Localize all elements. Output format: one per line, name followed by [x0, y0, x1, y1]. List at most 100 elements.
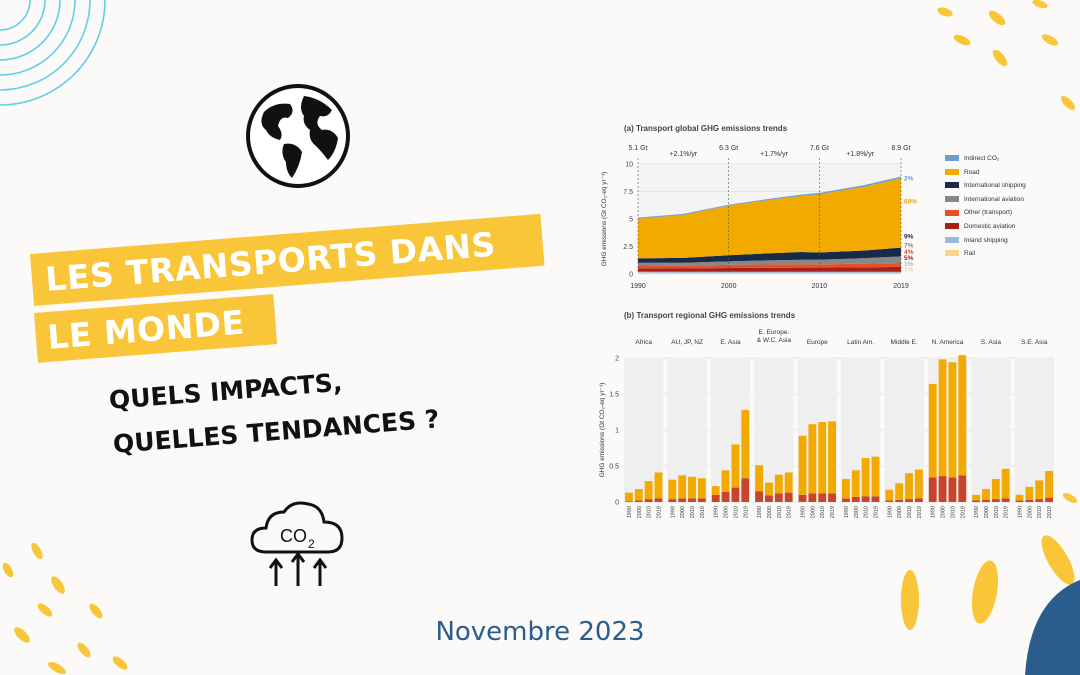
chart-b-bar-road — [885, 489, 894, 501]
chart-b-region-label: S. Asia — [981, 339, 1002, 346]
chart-b-bar-other — [644, 499, 653, 502]
chart-b-xtick: 2010 — [994, 506, 1000, 518]
chart-b-xtick: 2010 — [777, 506, 783, 518]
chart-b-region-label: E. Asia — [720, 339, 741, 346]
chart-a-ytick: 5 — [629, 217, 633, 224]
chart-b-bar-other — [654, 498, 663, 502]
chart-b-ylabel: GHG emissions (Gt CO₂-eq yr⁻¹) — [599, 383, 606, 478]
chart-b-bar-road — [1025, 486, 1034, 500]
chart-b-xtick: 1990 — [801, 506, 807, 518]
chart-a-total-label: 5.1 Gt — [628, 145, 647, 152]
chart-b-bar-other — [861, 496, 870, 502]
chart-a-ytick: 2.5 — [623, 244, 633, 251]
chart-b-bar-road — [828, 421, 836, 494]
chart-b-bar-other — [905, 499, 913, 502]
chart-a-growth-label: +2.1%/yr — [669, 151, 697, 158]
chart-b-bar-other — [625, 501, 633, 502]
chart-b-bar-road — [668, 479, 677, 500]
chart-a-share-label: 7% — [904, 242, 914, 249]
chart-b-region-label: AU, JP, NZ — [671, 339, 703, 346]
chart-b-bar-other — [871, 496, 880, 502]
chart-b-xtick: 1990 — [670, 506, 676, 518]
chart-b-xtick: 2000 — [810, 506, 816, 518]
chart-b-bar-other — [982, 499, 990, 502]
chart-a-share-label: 5% — [904, 255, 914, 262]
chart-b-bar-road — [1015, 494, 1024, 501]
chart-b-ytick: 1 — [615, 428, 619, 435]
chart-b-bar-road — [808, 424, 817, 494]
chart-b-bar-road — [1045, 471, 1053, 498]
chart-b-region-label: & W.C. Asia — [757, 337, 792, 344]
chart-b-bar-road — [905, 473, 913, 500]
legend-item: Road — [945, 169, 980, 176]
chart-b-region-label: N. America — [932, 339, 964, 346]
globe-icon — [246, 84, 350, 188]
co2-text: CO — [280, 526, 307, 546]
legend-swatch — [945, 182, 959, 189]
chart-a-total-label: 7.6 Gt — [810, 145, 829, 152]
chart-a-share-label: 9% — [904, 234, 914, 241]
chart-b-bar-other — [1035, 499, 1044, 502]
chart-b-bar-road — [958, 355, 967, 476]
legend-swatch — [945, 196, 959, 203]
chart-b-bar-other — [634, 500, 643, 502]
chart-b-xtick: 2010 — [907, 506, 913, 518]
legend-label: Domestic aviation — [964, 223, 1016, 230]
chart-b-bar-other — [688, 498, 696, 502]
chart-a-area-0 — [638, 272, 901, 274]
chart-b-bar-other — [678, 498, 687, 502]
legend-swatch — [945, 155, 959, 162]
chart-b-bar-other — [972, 500, 981, 502]
chart-a-share-label: 1% — [904, 261, 914, 268]
chart-b-region-label: Europe — [807, 339, 828, 346]
chart-b-bar-road — [721, 470, 730, 492]
chart-b-xtick: 2010 — [820, 506, 826, 518]
chart-b-xtick: 2000 — [637, 506, 643, 518]
legend-item: International shipping — [945, 182, 1026, 189]
chart-b-bar-road — [982, 489, 990, 500]
chart-b-bar-other — [948, 477, 957, 502]
chart-b-bar-other — [741, 478, 750, 502]
chart-b-bar-road — [1001, 468, 1010, 499]
chart-b-xtick: 2019 — [1047, 506, 1053, 518]
chart-b-bar-road — [798, 435, 807, 495]
chart-a-share-label: 2% — [904, 175, 914, 182]
chart-a-xtick: 2019 — [893, 283, 909, 290]
chart-a-area-1 — [638, 271, 901, 273]
chart-b-bar-road — [818, 422, 827, 494]
date-label: Novembre 2023 — [435, 617, 645, 647]
chart-b-xtick: 2019 — [1004, 506, 1010, 518]
legend-label: Indirect CO₂ — [964, 155, 1000, 162]
chart-b-xtick: 2019 — [743, 506, 749, 518]
chart-a-ytick: 0 — [629, 272, 633, 279]
chart-b-bar-road — [784, 472, 793, 493]
chart-b-bar-road — [741, 409, 750, 479]
chart-b-xtick: 1990 — [931, 506, 937, 518]
chart-b-bar-road — [895, 483, 904, 500]
chart-b-xtick: 2019 — [917, 506, 923, 518]
chart-b-bar-road — [634, 489, 643, 501]
chart-b-bar-road — [861, 458, 870, 497]
chart-b-bar-other — [784, 492, 793, 502]
chart-b-bar-road — [731, 444, 740, 488]
chart-a-growth-label: +1.8%/yr — [846, 151, 874, 158]
legend-swatch — [945, 250, 959, 257]
chart-b-region-label: Middle E. — [891, 339, 918, 346]
chart-b-bar-other — [938, 476, 947, 502]
chart-b-xtick: 2000 — [984, 506, 990, 518]
chart-b-xtick: 2019 — [656, 506, 662, 518]
chart-b-xtick: 2000 — [1027, 506, 1033, 518]
chart-b-region-label: S.E. Asia — [1021, 339, 1048, 346]
legend-item: Rail — [945, 250, 975, 257]
chart-a-xtick: 2010 — [812, 283, 828, 290]
legend-label: International shipping — [964, 182, 1026, 190]
chart-b-panel-bg — [667, 358, 707, 502]
chart-b-xtick: 1990 — [1018, 506, 1024, 518]
chart-b-region-label: Africa — [635, 339, 652, 346]
chart-a-area-5 — [638, 247, 901, 263]
chart-a-area-4 — [638, 256, 901, 266]
legend-swatch — [945, 209, 959, 216]
legend-label: Other (transport) — [964, 209, 1013, 217]
co2-cloud-icon: CO 2 — [250, 501, 344, 586]
